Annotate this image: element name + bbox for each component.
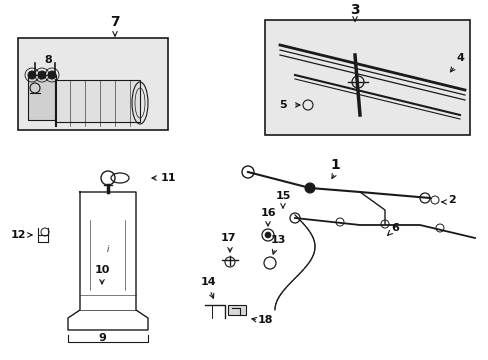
Bar: [227, 305, 245, 315]
Text: 9: 9: [98, 333, 106, 343]
Text: 3: 3: [349, 3, 359, 17]
Bar: [28, 75, 56, 120]
Text: 10: 10: [94, 265, 109, 275]
Bar: [55, 80, 140, 122]
Circle shape: [48, 71, 56, 79]
Text: i: i: [106, 246, 109, 255]
Text: 16: 16: [260, 208, 275, 218]
Text: 5: 5: [279, 100, 286, 110]
Bar: [264, 20, 469, 135]
Text: 12: 12: [10, 230, 26, 240]
Circle shape: [38, 71, 46, 79]
Text: 1: 1: [329, 158, 339, 172]
Text: 18: 18: [257, 315, 272, 325]
Bar: [18, 38, 168, 130]
Text: 6: 6: [390, 223, 398, 233]
Circle shape: [28, 71, 36, 79]
Circle shape: [305, 183, 314, 193]
Text: 7: 7: [110, 15, 120, 29]
Text: 14: 14: [200, 277, 215, 287]
Text: 8: 8: [44, 55, 52, 65]
Text: 11: 11: [160, 173, 175, 183]
Text: 15: 15: [275, 191, 290, 201]
Text: 2: 2: [447, 195, 455, 205]
Circle shape: [264, 232, 270, 238]
Text: 4: 4: [455, 53, 463, 63]
Text: 13: 13: [270, 235, 285, 245]
Text: 17: 17: [220, 233, 235, 243]
